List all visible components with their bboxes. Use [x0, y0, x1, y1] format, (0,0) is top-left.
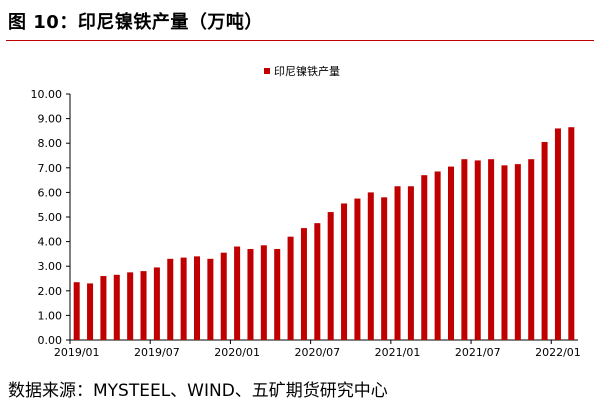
- legend-label: 印尼镍铁产量: [274, 64, 340, 78]
- y-tick-label: 2.00: [38, 285, 63, 298]
- source-note: 数据来源：MYSTEEL、WIND、五矿期货研究中心: [8, 381, 388, 401]
- bar: [207, 258, 214, 340]
- x-tick-label: 2021/01: [375, 346, 421, 359]
- bar: [554, 128, 561, 340]
- bar: [514, 164, 521, 340]
- y-tick-label: 1.00: [38, 309, 63, 322]
- y-tick-label: 4.00: [38, 236, 63, 249]
- bar: [140, 271, 147, 340]
- bar: [434, 171, 441, 340]
- x-tick-label: 2020/01: [214, 346, 260, 359]
- bar: [541, 141, 548, 340]
- bar-chart-svg: 印尼镍铁产量 0.00 1.00 2.00 3.00 4.00 5.00 6.00 7.00 8…: [31, 64, 581, 359]
- bar: [381, 197, 388, 340]
- y-tick-label: 5.00: [38, 211, 63, 224]
- x-tick-label: 2019/01: [54, 346, 100, 359]
- bar: [528, 159, 535, 340]
- bar: [127, 272, 134, 340]
- bar: [421, 175, 428, 340]
- bar: [180, 257, 187, 340]
- bar: [247, 248, 254, 340]
- x-axis-ticks: 2019/01 2019/07 2020/01 2020/07 2021/01 2021/…: [54, 340, 581, 359]
- bar: [354, 198, 361, 340]
- bar: [87, 283, 94, 340]
- bar: [113, 274, 120, 340]
- bar: [474, 160, 481, 340]
- y-tick-label: 10.00: [31, 88, 63, 101]
- bar: [260, 245, 267, 340]
- chart: 印尼镍铁产量 0.00 1.00 2.00 3.00 4.00 5.00 6.00 7.00 8…: [0, 52, 600, 374]
- bar: [300, 228, 307, 340]
- bar: [274, 248, 281, 340]
- bar: [193, 256, 201, 340]
- bar: [314, 223, 321, 340]
- y-tick-label: 7.00: [38, 162, 63, 175]
- x-tick-label: 2020/07: [294, 346, 340, 359]
- bar: [568, 127, 575, 341]
- bar: [220, 252, 227, 340]
- bar: [287, 236, 294, 340]
- bar: [100, 276, 107, 340]
- bar: [167, 258, 174, 340]
- bar: [407, 186, 414, 340]
- bar: [234, 246, 241, 340]
- y-tick-label: 9.00: [38, 113, 63, 126]
- bar: [447, 166, 455, 340]
- figure-title: 图 10：印尼镍铁产量（万吨）: [8, 12, 263, 33]
- bar: [461, 159, 468, 340]
- y-tick-label: 8.00: [38, 137, 63, 150]
- title-rule: [6, 40, 594, 41]
- y-tick-label: 6.00: [38, 186, 63, 199]
- bar: [488, 159, 495, 340]
- y-tick-label: 3.00: [38, 260, 63, 273]
- bar: [327, 212, 334, 340]
- legend-swatch: [264, 68, 270, 74]
- bar: [341, 203, 348, 340]
- y-axis-ticks: 0.00 1.00 2.00 3.00 4.00 5.00 6.00 7.00 8.00 9.00…: [31, 88, 70, 347]
- y-tick-label: 0.00: [38, 334, 63, 347]
- bar: [153, 267, 160, 340]
- x-tick-label: 2022/01: [535, 346, 581, 359]
- bar: [394, 186, 401, 340]
- bar: [501, 165, 508, 340]
- bar-series: [73, 127, 575, 341]
- x-tick-label: 2021/07: [455, 346, 501, 359]
- bar: [73, 282, 80, 340]
- bar: [367, 192, 374, 340]
- x-tick-label: 2019/07: [134, 346, 180, 359]
- legend: 印尼镍铁产量: [264, 64, 340, 78]
